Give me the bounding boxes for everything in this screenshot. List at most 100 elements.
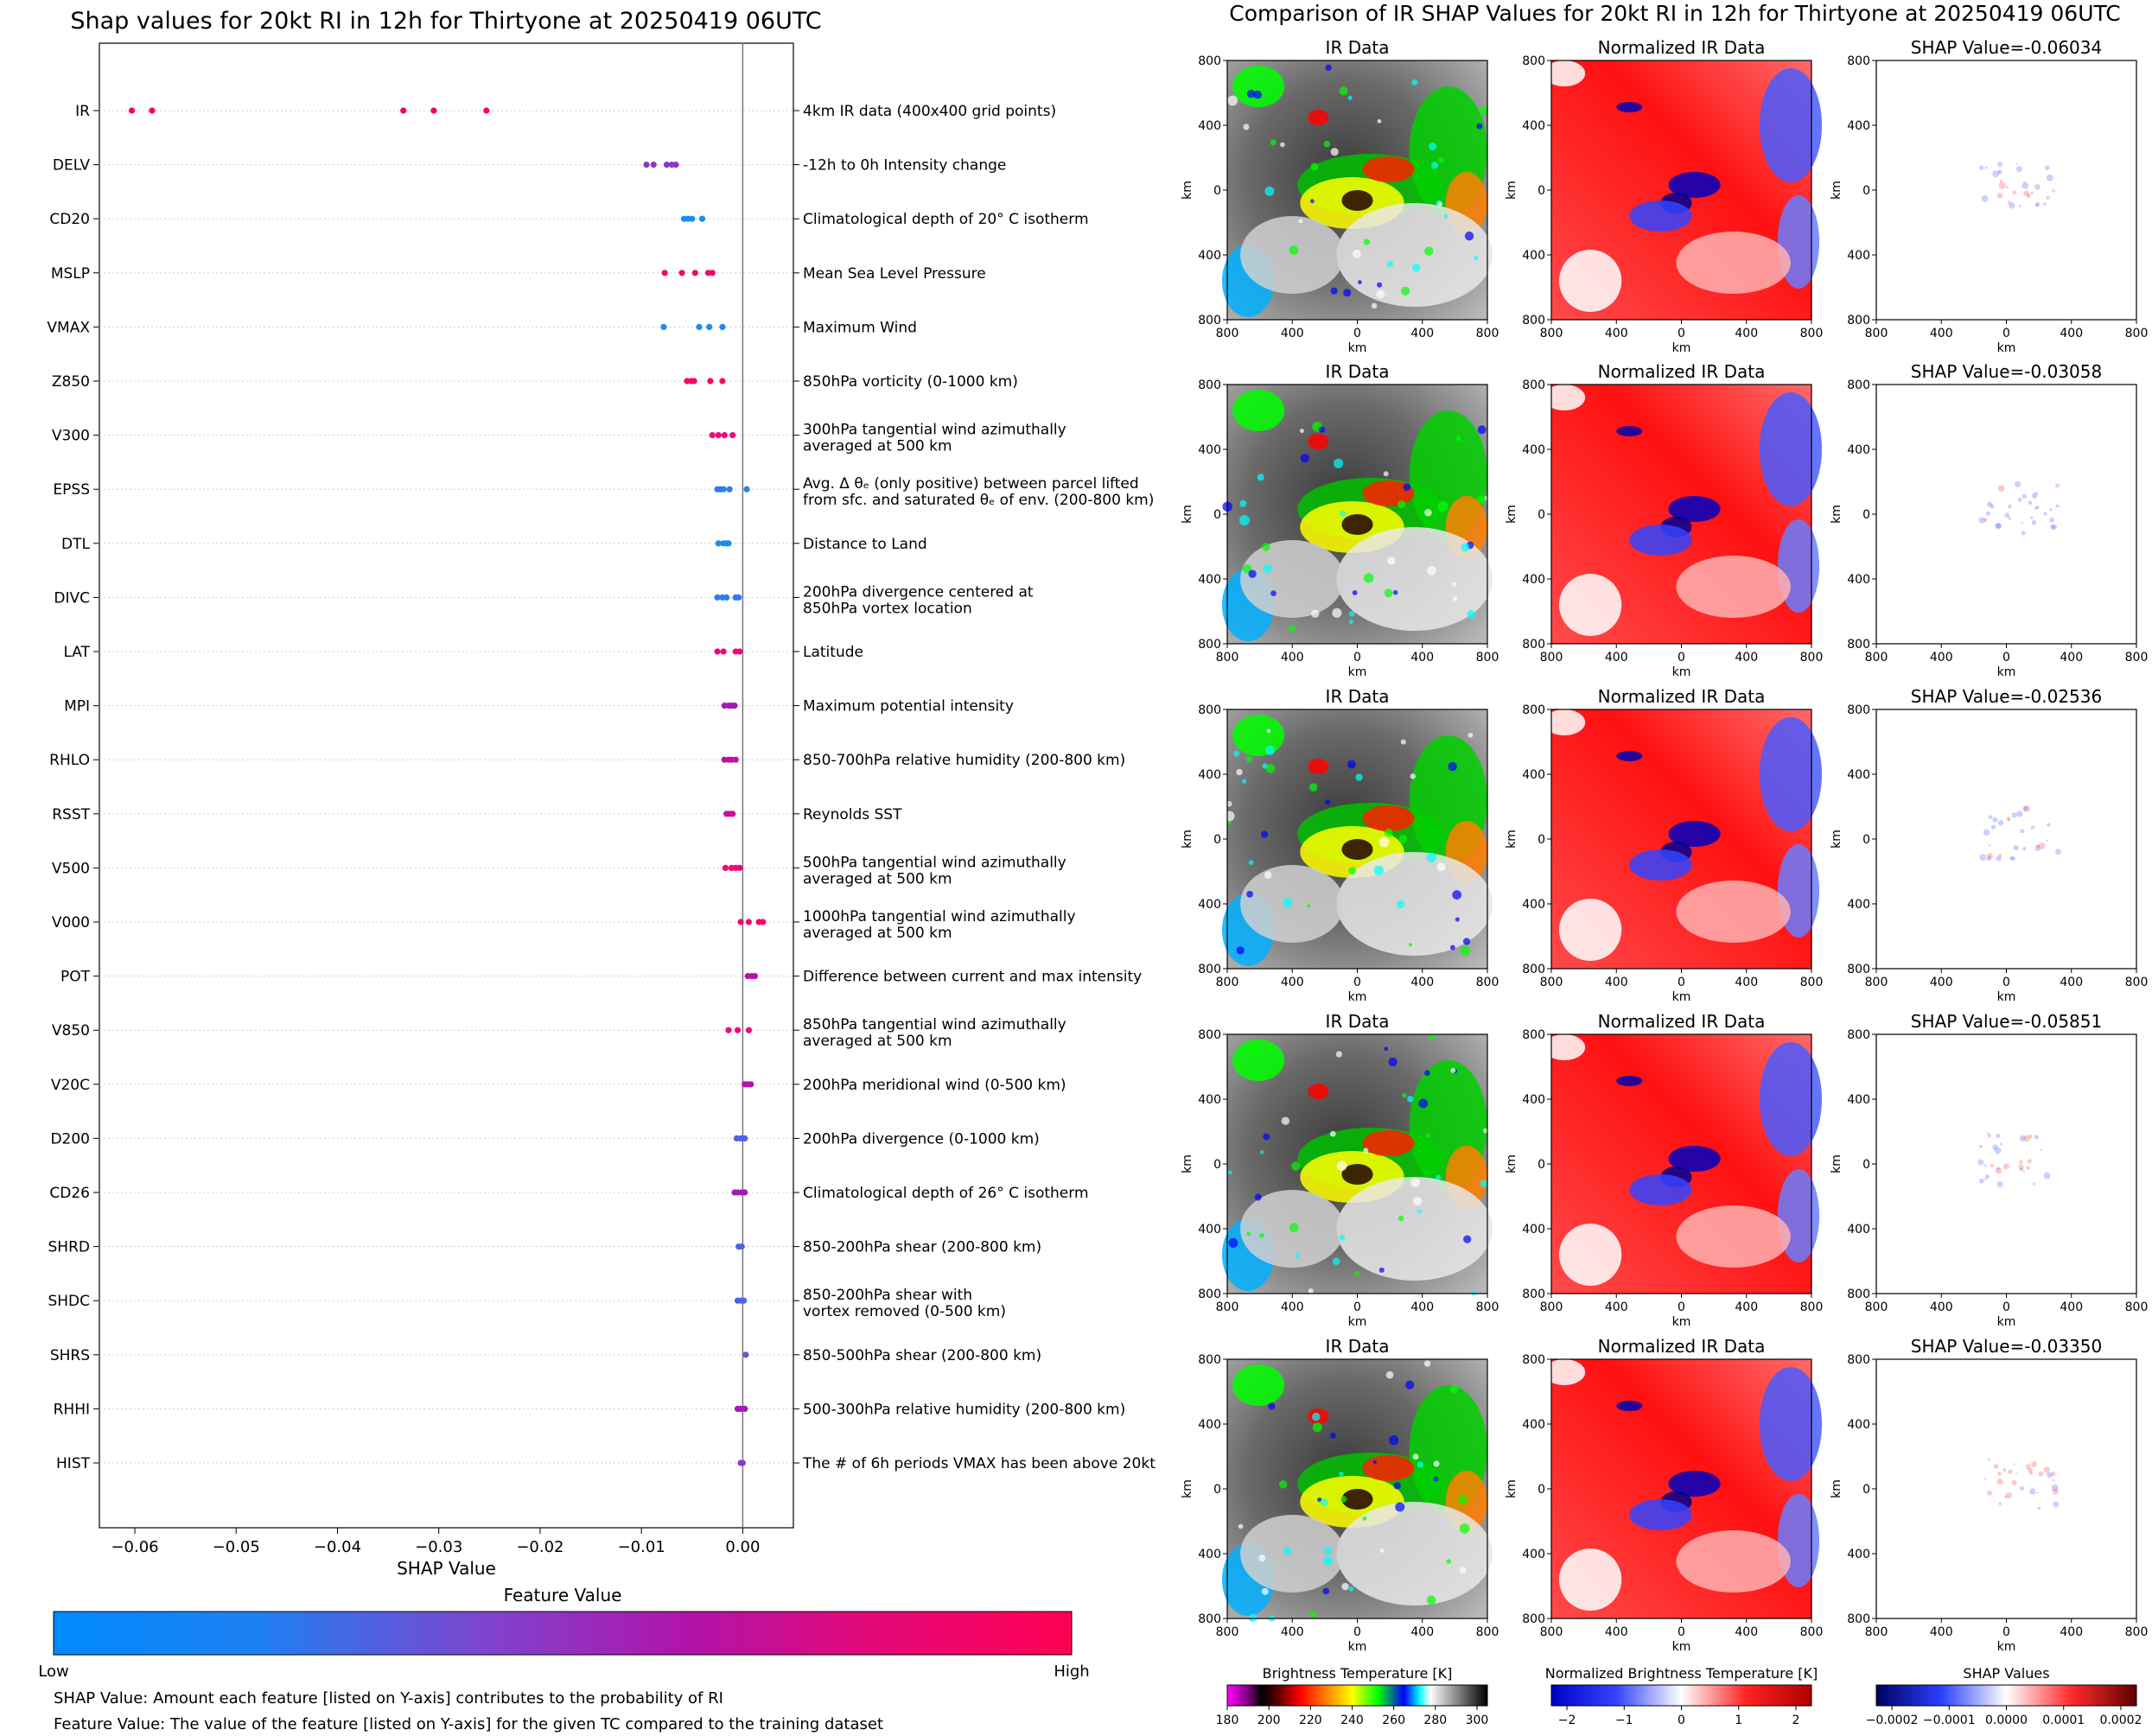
ir-speckle [1433,1476,1439,1482]
shap-pixel [2035,203,2039,207]
x-tick-label: 400 [1410,1300,1434,1314]
ir-speckle [1309,1610,1317,1618]
feature-label: MSLP [51,265,90,283]
shap-point [726,486,733,493]
ir-speckle [1427,565,1436,575]
x-tick-label: 800 [1216,1300,1239,1314]
ir-speckle [1243,124,1250,130]
shap-point [742,1405,748,1412]
shap-pixel [2002,1468,2007,1472]
shap-pixel [1988,843,1991,847]
ir-speckle [1347,760,1356,769]
ir-cloud [1336,1177,1493,1281]
colorbar-tick-label: 200 [1257,1714,1281,1727]
shap-panel-title: SHAP Value=-0.02536 [1911,686,2102,707]
x-tick-label: 400 [1930,327,1953,340]
shap-point [722,864,729,872]
shap-pixel [2020,829,2025,834]
shap-point [745,919,753,925]
shap-pixel [2021,181,2029,189]
ir-speckle [1463,1235,1472,1243]
x-tick-label: 800 [1476,1300,1499,1314]
feature-description: Climatological depth of 20° C isotherm [803,211,1089,228]
shap-pixel [2038,842,2046,849]
shap-point [714,594,721,601]
feature-label: DELV [53,157,90,175]
y-tick-label: 400 [1198,1548,1221,1561]
ir-speckle [1279,1480,1288,1489]
ir-speckle [1474,255,1479,260]
ir-speckle [1397,900,1405,909]
ir-cloud [1341,1164,1373,1185]
y-tick-label: 400 [1522,573,1545,587]
feature-label: V000 [52,914,90,932]
x-tick-label: 400 [2060,651,2083,665]
left-chart-title: Shap values for 20kt RI in 12h for Thirt… [70,8,821,35]
panel-title: Normalized IR Data [1598,37,1766,58]
shap-pixel [2053,1501,2060,1508]
shap-pixel [1990,1163,1995,1168]
shap-pixel [1978,165,1984,170]
x-tick-label: 400 [1930,976,1953,989]
shap-panel-title: SHAP Value=-0.03058 [1911,361,2102,382]
feature-description: 850-200hPa shear (200-800 km) [803,1239,1041,1256]
feature-label: SHRD [48,1239,90,1256]
y-tick-label: 0 [1538,1483,1545,1497]
ir-speckle [1392,589,1398,595]
y-tick-label: 400 [1522,249,1545,263]
y-tick-label: 0 [1538,184,1545,198]
ir-speckle [1238,1523,1244,1529]
ir-speckle [1405,1380,1415,1389]
ir-speckle [1248,860,1254,866]
ir-speckle [1426,1595,1436,1606]
ir-speckle [1363,238,1371,245]
feature-description: Avg. Δ θₑ (only positive) between parcel… [803,475,1139,493]
norm-cloud [1559,250,1622,312]
x-tick-label: 0 [1353,1625,1361,1639]
ir-speckle [1436,1174,1442,1180]
x-tick-label: 400 [1735,651,1758,665]
shap-pixel [2004,1495,2008,1498]
ir-speckle [1289,245,1299,255]
ir-speckle [1458,1495,1468,1504]
ir-speckle [1300,454,1309,463]
shap-pixel [2031,519,2037,525]
ir-speckle [1340,510,1347,517]
x-axis-label: km [1348,665,1367,679]
norm-cloud [1543,709,1586,735]
shap-point [715,432,722,439]
ir-speckle [1450,1067,1456,1073]
shap-pixel [1984,1174,1990,1180]
ir-speckle [1461,543,1470,552]
shap-point [725,1027,732,1033]
shap-point [723,594,730,601]
feature-label: CD26 [49,1185,90,1202]
shap-point [430,107,437,114]
ir-speckle [1311,609,1320,618]
ir-speckle [1339,1235,1346,1241]
ir-speckle [1348,1586,1354,1592]
ir-speckle [1372,1459,1377,1465]
ir-speckle [1336,1161,1347,1172]
shap-pixel [1992,170,1999,178]
x-tick-label: 0 [2002,1625,2010,1639]
ir-speckle [1308,783,1318,792]
shap-pixel [1983,1178,1987,1180]
x-axis-label: SHAP Value [397,1558,496,1579]
colorbar-label: Brightness Temperature [K] [1263,1665,1453,1682]
shap-point [691,378,697,385]
shap-pixel [2013,1463,2015,1466]
shap-pixel [2034,845,2041,851]
shap-pixel [2011,857,2015,861]
shap-pixel [1985,511,1991,516]
shap-pixel [2049,508,2053,512]
colorbar-label: SHAP Values [1963,1665,2049,1682]
shap-point [661,270,668,277]
ir-speckle [1349,610,1355,617]
shap-pixel [2019,1135,2026,1141]
shap-pixel [2055,849,2061,855]
ir-speckle [1437,500,1448,512]
ir-speckle [1332,1257,1340,1265]
ir-speckle [1270,590,1277,596]
ir-speckle [1283,898,1293,908]
